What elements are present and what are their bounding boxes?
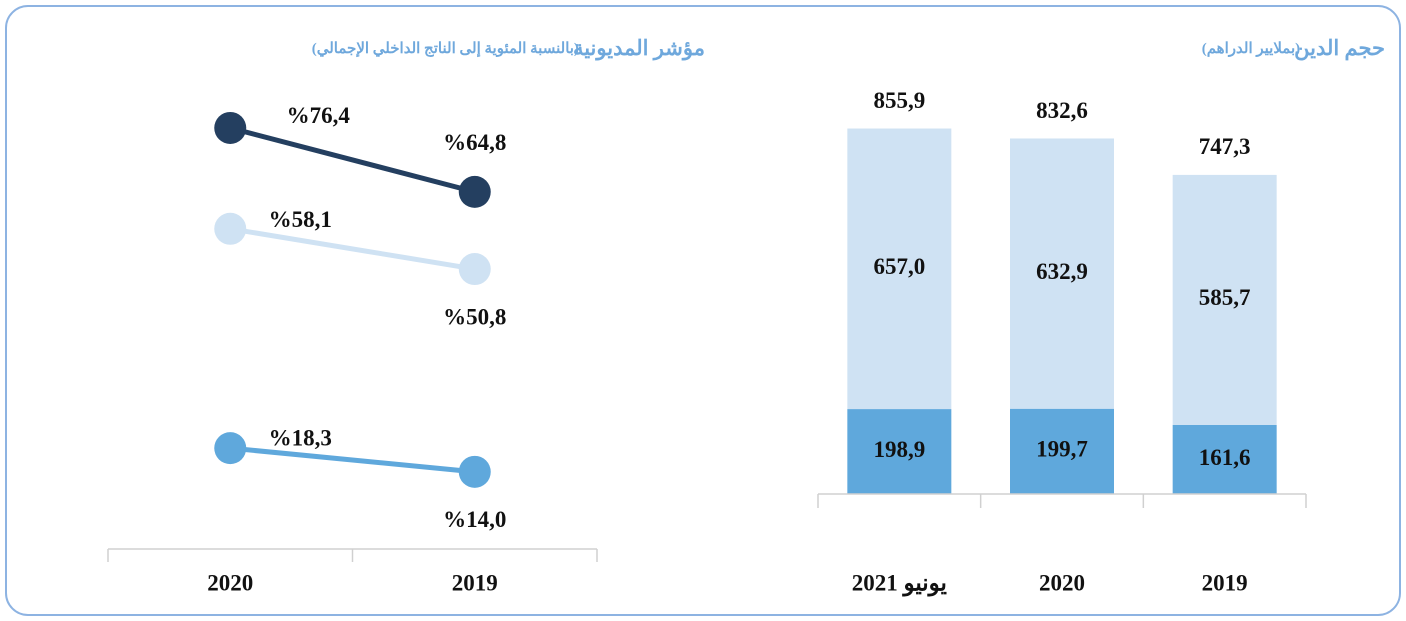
x-tick-label: 2020 — [207, 570, 253, 595]
bar-segment — [847, 128, 952, 410]
title: حجم الدين — [1294, 36, 1385, 61]
line — [230, 445, 475, 475]
value-label: 585,7 — [1199, 285, 1251, 310]
line — [229, 125, 476, 195]
bar-title: حجم الدين(بملايير الدراهم) — [1202, 36, 1385, 61]
point — [214, 212, 247, 245]
point — [214, 432, 247, 465]
line — [229, 226, 476, 272]
total-label: 855,9 — [873, 88, 925, 113]
value-label: 198,9 — [873, 437, 925, 462]
total-label: 832,6 — [1036, 98, 1088, 123]
x-tick-label: يونيو 2021 — [852, 570, 948, 597]
x-tick-label: 2019 — [452, 570, 498, 595]
subtitle: (بملايير الدراهم) — [1202, 41, 1300, 57]
subtitle: (بالنسبة المئوية إلى الناتج الداخلي الإج… — [312, 41, 579, 58]
bar-segment — [1172, 174, 1277, 425]
x-tick-label: 2020 — [1039, 570, 1085, 595]
value-label: %18,3 — [269, 425, 332, 450]
point — [458, 455, 491, 488]
bar-segment — [1172, 424, 1277, 494]
bar-segment — [1010, 408, 1114, 494]
value-label: 632,9 — [1036, 259, 1088, 284]
value-label: 161,6 — [1199, 445, 1251, 470]
value-label: %50,8 — [443, 304, 506, 329]
point — [458, 253, 491, 286]
value-label: %58,1 — [269, 207, 332, 232]
value-label: %64,8 — [443, 130, 506, 155]
bar-segment — [1010, 138, 1114, 409]
title: مؤشر المديونية — [573, 36, 705, 61]
bar-segment — [847, 409, 952, 494]
point — [214, 111, 247, 144]
value-label: %76,4 — [287, 103, 351, 128]
x-tick-label: 2019 — [1202, 570, 1248, 595]
line-title: مؤشر المديونية(بالنسبة المئوية إلى النات… — [312, 36, 705, 61]
point — [458, 175, 491, 208]
total-label: 747,3 — [1199, 134, 1251, 159]
value-label: %14,0 — [443, 507, 506, 532]
value-label: 657,0 — [873, 254, 925, 279]
value-label: 199,7 — [1036, 437, 1088, 462]
